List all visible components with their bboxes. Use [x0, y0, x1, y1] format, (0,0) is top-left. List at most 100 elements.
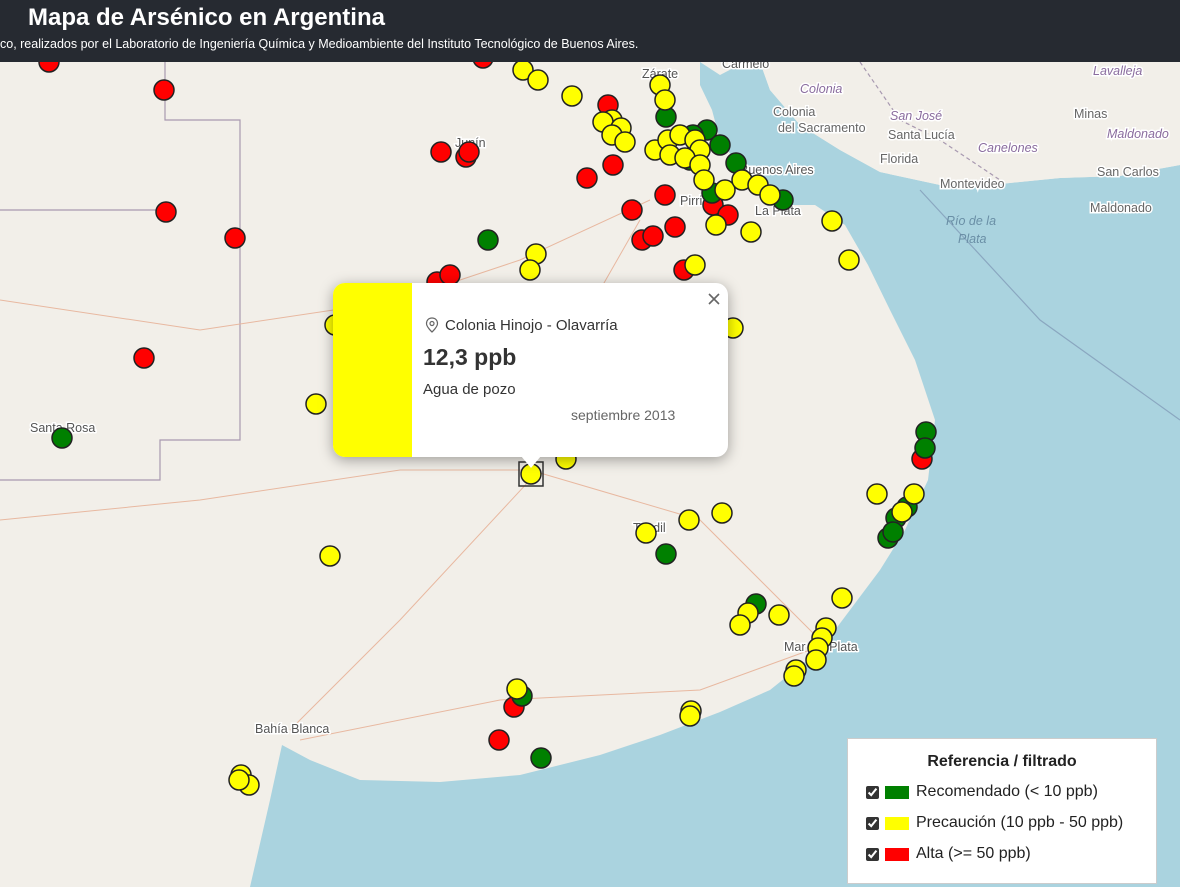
legend-title: Referencia / filtrado	[927, 753, 1077, 770]
legend-label: Recomendado (< 10 ppb)	[916, 783, 1098, 800]
maritime-border	[919, 189, 1180, 421]
sample-marker[interactable]	[654, 184, 676, 206]
sample-marker[interactable]	[654, 89, 676, 111]
sample-marker[interactable]	[51, 427, 73, 449]
filter-checkbox[interactable]	[866, 785, 879, 799]
sample-marker[interactable]	[635, 522, 657, 544]
sample-marker[interactable]	[805, 649, 827, 671]
place-label: Montevideo	[940, 177, 1005, 191]
sample-marker[interactable]	[488, 729, 510, 751]
popup: Colonia Hinojo - Olavarría 12,3 ppb Agua…	[333, 283, 728, 457]
place-label: Buenos Aires	[740, 163, 814, 177]
legend-label: Precaución (10 ppb - 50 ppb)	[916, 814, 1124, 831]
sample-marker[interactable]	[866, 483, 888, 505]
place-label: Santa Lucía	[888, 128, 955, 142]
place-label: Maldonado	[1090, 201, 1152, 215]
water	[250, 62, 1180, 887]
close-button[interactable]	[707, 292, 721, 306]
legend-swatch	[885, 816, 909, 830]
sample-marker[interactable]	[679, 705, 701, 727]
sample-marker[interactable]	[664, 216, 686, 238]
road	[0, 469, 821, 641]
sample-marker[interactable]	[821, 210, 843, 232]
sample-marker[interactable]	[224, 227, 246, 249]
sample-marker[interactable]	[530, 747, 552, 769]
popup-color-strip	[333, 283, 412, 457]
legend: Referencia / filtrado Recomendado (< 10 …	[847, 738, 1157, 884]
sample-marker[interactable]	[903, 483, 925, 505]
popup-source: Agua de pozo	[423, 381, 516, 398]
sample-marker[interactable]	[527, 69, 549, 91]
sample-marker[interactable]	[506, 678, 528, 700]
sample-marker[interactable]	[891, 501, 913, 523]
sample-marker[interactable]	[133, 347, 155, 369]
sample-marker[interactable]	[759, 184, 781, 206]
place-label: Florida	[880, 152, 918, 166]
road	[299, 649, 811, 741]
sample-marker[interactable]	[768, 604, 790, 626]
sample-marker[interactable]	[305, 393, 327, 415]
sample-marker[interactable]	[740, 221, 762, 243]
place-label: Colonia	[773, 105, 815, 119]
place-label: Pirri	[680, 194, 702, 208]
land-uruguay	[760, 62, 1180, 185]
place-label: Canelones	[978, 141, 1038, 155]
popup-location: Colonia Hinojo - Olavarría	[445, 317, 618, 334]
header: Mapa de Arsénico en Argentina co, realiz…	[0, 0, 1180, 62]
popup-tip	[521, 456, 541, 468]
sample-marker[interactable]	[430, 141, 452, 163]
sample-marker[interactable]	[705, 214, 727, 236]
place-label: Plata	[958, 232, 987, 246]
place-label: del Sacramento	[778, 121, 866, 135]
sample-marker[interactable]	[711, 502, 733, 524]
legend-label: Alta (>= 50 ppb)	[916, 845, 1031, 862]
province-border	[0, 62, 241, 481]
sample-marker[interactable]	[319, 545, 341, 567]
sample-marker[interactable]	[831, 587, 853, 609]
markers	[38, 47, 937, 796]
location-icon	[425, 317, 439, 333]
popup-value: 12,3 ppb	[423, 344, 517, 370]
sample-marker[interactable]	[519, 259, 541, 281]
sample-marker[interactable]	[439, 264, 461, 286]
sample-marker[interactable]	[477, 229, 499, 251]
title: Mapa de Arsénico en Argentina	[28, 4, 385, 31]
sample-marker[interactable]	[228, 769, 250, 791]
sample-marker[interactable]	[714, 179, 736, 201]
sample-marker[interactable]	[709, 134, 731, 156]
sample-marker[interactable]	[684, 254, 706, 276]
sample-marker[interactable]	[576, 167, 598, 189]
place-label: Maldonado	[1107, 127, 1169, 141]
sample-marker[interactable]	[678, 509, 700, 531]
sample-marker[interactable]	[614, 131, 636, 153]
sample-marker[interactable]	[838, 249, 860, 271]
sample-marker[interactable]	[914, 437, 936, 459]
place-label: Colonia	[800, 82, 842, 96]
place-label: Bahía Blanca	[255, 722, 329, 736]
sample-marker[interactable]	[155, 201, 177, 223]
borders	[0, 61, 1180, 481]
sample-marker[interactable]	[561, 85, 583, 107]
sample-marker[interactable]	[621, 199, 643, 221]
filter-checkbox[interactable]	[866, 816, 879, 830]
sample-marker[interactable]	[642, 225, 664, 247]
place-label: San José	[890, 109, 942, 123]
sample-marker[interactable]	[655, 543, 677, 565]
sample-marker[interactable]	[783, 665, 805, 687]
sample-marker[interactable]	[602, 154, 624, 176]
place-label: San Carlos	[1097, 165, 1159, 179]
sample-marker[interactable]	[153, 79, 175, 101]
filter-checkbox[interactable]	[866, 847, 879, 861]
place-label: Zárate	[642, 67, 678, 81]
sample-marker[interactable]	[693, 169, 715, 191]
sample-marker[interactable]	[458, 141, 480, 163]
subtitle: co, realizados por el Laboratorio de Ing…	[0, 37, 639, 51]
sample-marker[interactable]	[729, 614, 751, 636]
legend-swatch	[885, 785, 909, 799]
sample-marker[interactable]	[882, 521, 904, 543]
legend-item: Precaución (10 ppb - 50 ppb)	[866, 814, 1123, 832]
roads	[0, 199, 821, 741]
place-label: Minas	[1074, 107, 1107, 121]
